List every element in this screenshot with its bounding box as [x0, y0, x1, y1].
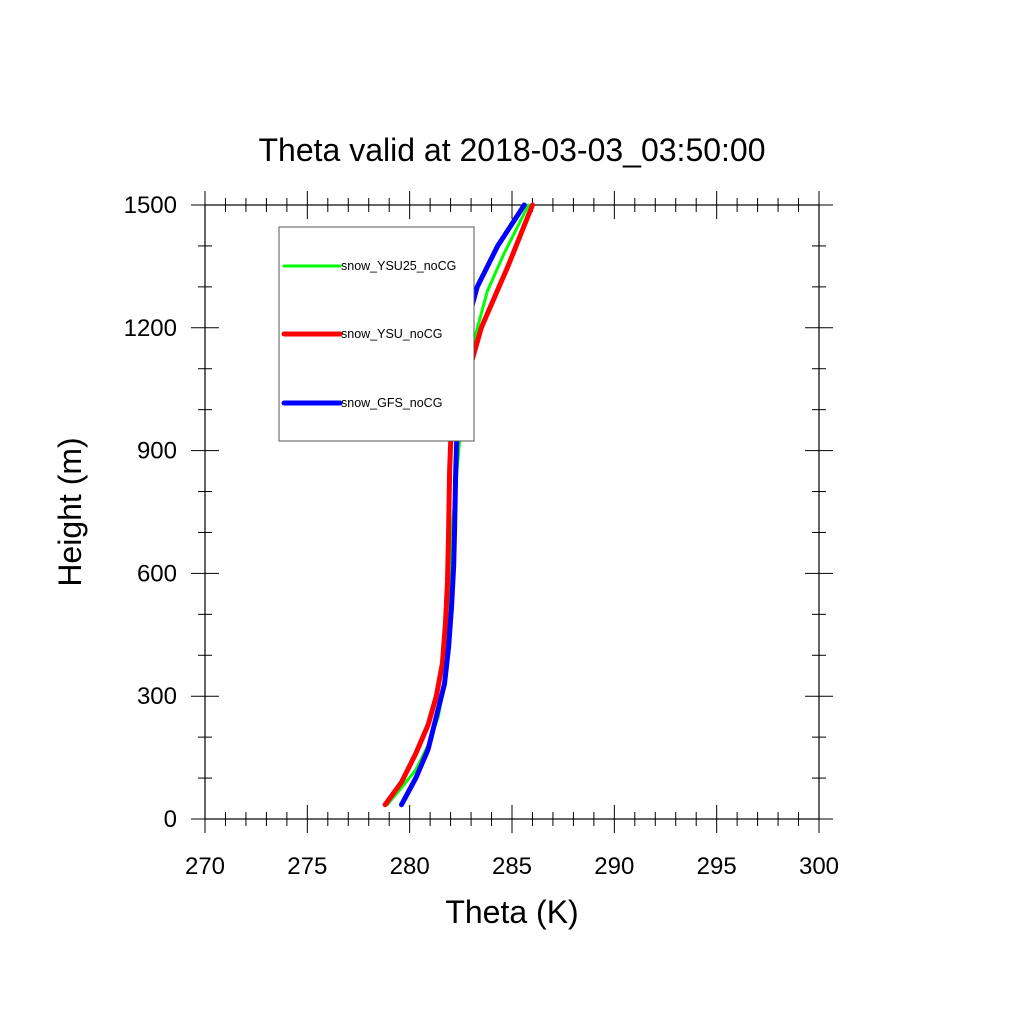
x-tick-label: 270 — [185, 853, 225, 880]
chart-title: Theta valid at 2018-03-03_03:50:00 — [258, 132, 765, 168]
x-tick-label: 280 — [390, 853, 430, 880]
x-tick-label: 300 — [799, 853, 839, 880]
y-tick-label: 900 — [137, 438, 177, 465]
y-tick-label: 1200 — [124, 315, 177, 342]
axis-ticks — [191, 191, 833, 833]
x-axis-title: Theta (K) — [445, 894, 578, 930]
series-line-snow_YSU_noCG — [382, 202, 535, 808]
legend: snow_YSU25_noCG snow_YSU_noCG snow_GFS_noC… — [278, 226, 475, 442]
y-axis-title: Height (m) — [52, 437, 88, 586]
x-tick-label: 290 — [594, 853, 634, 880]
x-tick-label: 275 — [287, 853, 327, 880]
x-tick-label: 285 — [492, 853, 532, 880]
x-tick-label: 295 — [697, 853, 737, 880]
legend-label: snow_YSU25_noCG — [341, 259, 456, 273]
y-tick-label: 1500 — [124, 192, 177, 219]
y-tick-label: 300 — [137, 683, 177, 710]
legend-label: snow_GFS_noCG — [341, 396, 442, 410]
tick-labels: 270 275 280 285 290 295 300 0 300 600 900 1200 1500 — [124, 192, 839, 880]
y-tick-label: 600 — [137, 560, 177, 587]
legend-label: snow_YSU_noCG — [341, 327, 442, 341]
y-tick-label: 0 — [164, 806, 177, 833]
